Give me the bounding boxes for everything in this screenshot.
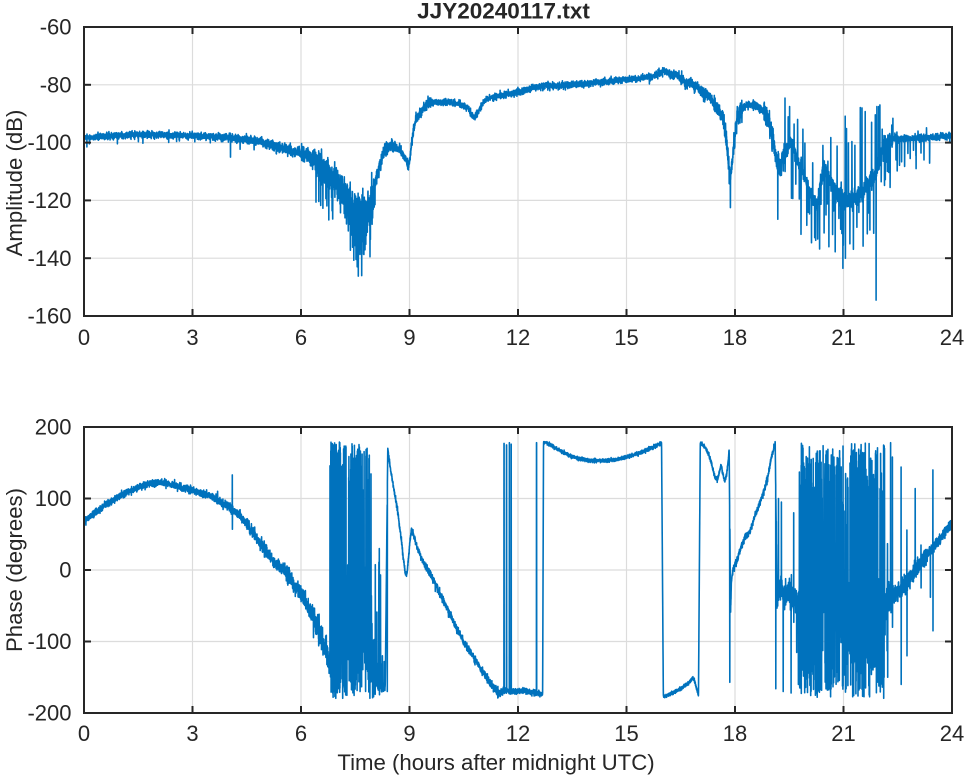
svg-text:9: 9 bbox=[403, 325, 415, 350]
svg-text:21: 21 bbox=[831, 721, 855, 746]
svg-text:-60: -60 bbox=[40, 15, 72, 40]
svg-text:3: 3 bbox=[186, 721, 198, 746]
svg-text:0: 0 bbox=[78, 325, 90, 350]
svg-text:18: 18 bbox=[723, 325, 747, 350]
svg-text:JJY20240117.txt: JJY20240117.txt bbox=[417, 0, 590, 24]
svg-text:Amplitude (dB): Amplitude (dB) bbox=[2, 110, 27, 257]
svg-text:-120: -120 bbox=[27, 188, 71, 213]
svg-text:12: 12 bbox=[506, 721, 530, 746]
svg-text:18: 18 bbox=[723, 721, 747, 746]
svg-text:-200: -200 bbox=[27, 701, 71, 726]
svg-text:15: 15 bbox=[614, 325, 638, 350]
svg-text:-100: -100 bbox=[27, 130, 71, 155]
svg-text:6: 6 bbox=[295, 325, 307, 350]
svg-text:-100: -100 bbox=[27, 629, 71, 654]
svg-text:24: 24 bbox=[940, 325, 964, 350]
svg-text:21: 21 bbox=[831, 325, 855, 350]
svg-text:Phase (degrees): Phase (degrees) bbox=[2, 488, 27, 652]
svg-text:12: 12 bbox=[506, 325, 530, 350]
svg-text:-140: -140 bbox=[27, 246, 71, 271]
svg-text:100: 100 bbox=[35, 486, 72, 511]
svg-text:Time (hours after midnight UTC: Time (hours after midnight UTC) bbox=[337, 750, 654, 775]
svg-text:6: 6 bbox=[295, 721, 307, 746]
svg-text:3: 3 bbox=[186, 325, 198, 350]
svg-text:9: 9 bbox=[403, 721, 415, 746]
svg-text:-160: -160 bbox=[27, 304, 71, 329]
svg-text:15: 15 bbox=[614, 721, 638, 746]
svg-text:0: 0 bbox=[59, 558, 71, 583]
svg-text:200: 200 bbox=[35, 415, 72, 440]
svg-text:0: 0 bbox=[78, 721, 90, 746]
svg-text:-80: -80 bbox=[40, 72, 72, 97]
svg-text:24: 24 bbox=[940, 721, 964, 746]
